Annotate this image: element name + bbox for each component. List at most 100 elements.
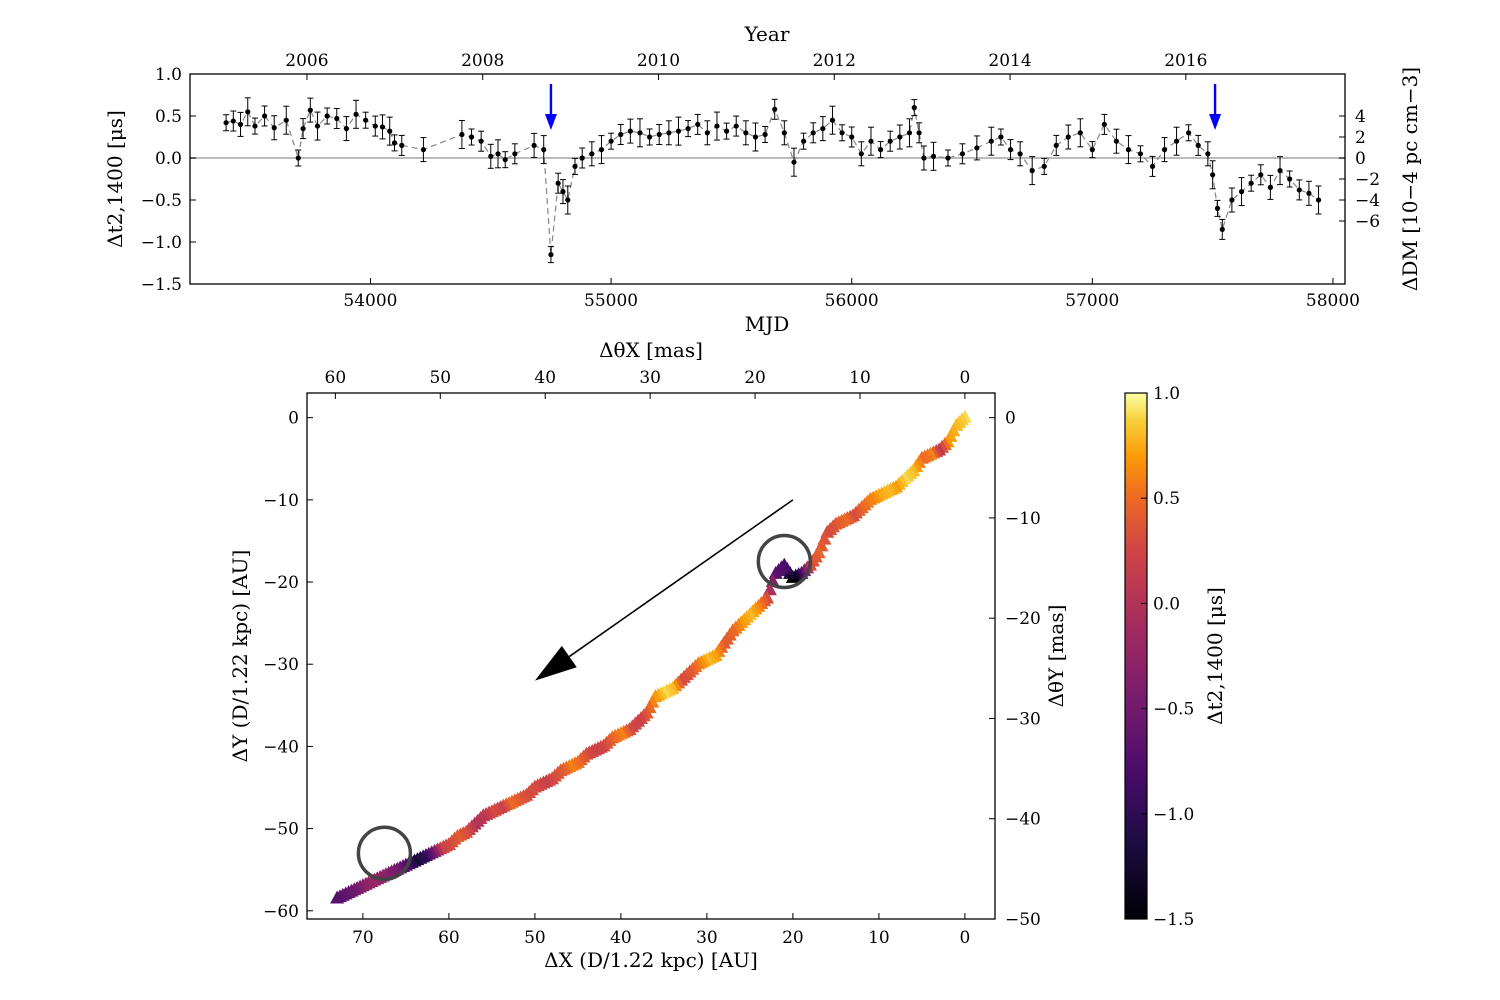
data-point: [916, 130, 922, 136]
highlight-circle: [756, 533, 813, 590]
data-point: [752, 134, 759, 140]
data-point: [637, 130, 643, 136]
data-point: [1267, 184, 1274, 190]
data-point: [230, 118, 236, 124]
data-point: [733, 123, 739, 129]
timing-connector: [225, 107, 1319, 255]
data-point: [762, 131, 768, 138]
data-point: [1195, 142, 1201, 148]
mas-y-tick-label: −30: [1005, 709, 1041, 729]
data-point: [589, 151, 595, 157]
data-point: [399, 142, 405, 148]
data-point: [1185, 130, 1192, 136]
mas-x-tick-label: 50: [429, 368, 451, 388]
x-tick-label: 10: [868, 928, 890, 948]
data-point: [1214, 205, 1221, 211]
data-point: [1149, 163, 1156, 169]
track-top-axis-label: ΔθX [mas]: [599, 338, 703, 362]
colorbar-ticks: 1.0 0.5 0.0 −0.5 −1.0 −1.5: [1141, 384, 1194, 930]
mas-y-tick-label: −50: [1005, 910, 1041, 930]
colorbar-tick-label: 0.0: [1153, 594, 1180, 614]
data-point: [1173, 138, 1180, 144]
data-point: [1065, 134, 1071, 140]
track-panel: 70 60 50 40 30 20 10 0 0 −10 −20 −30 −40 −50 −60 60 50 40…: [228, 338, 1068, 972]
data-point: [685, 126, 691, 132]
mas-x-tick-label: 0: [959, 368, 970, 388]
track-xlabel: ΔX (D/1.22 kpc) [AU]: [544, 948, 758, 972]
track-axes-ticks: 70 60 50 40 30 20 10 0 0 −10 −20 −30 −40 −50 −60 60 50 40…: [263, 368, 1041, 948]
year-tick-label: 2014: [988, 51, 1031, 71]
data-point: [1125, 147, 1132, 153]
timing-ylabel: Δt2,1400 [μs]: [103, 110, 127, 248]
data-point: [1053, 142, 1059, 148]
data-point: [1277, 168, 1283, 174]
data-point: [930, 153, 937, 159]
data-point: [572, 163, 578, 169]
timing-axes-ticks: 54000 55000 56000 57000 58000 −1.5 −1.0 −0.5 0.0…: [141, 51, 1380, 311]
data-point: [1137, 151, 1144, 157]
data-point: [974, 145, 980, 151]
data-point: [675, 128, 682, 134]
timing-xlabel: MJD: [745, 312, 790, 336]
colorbar-label: Δt2,1400 [μs]: [1203, 587, 1227, 725]
data-point: [598, 147, 605, 153]
x-tick-label: 55000: [584, 291, 638, 311]
x-tick-label: 60: [438, 928, 460, 948]
mas-x-tick-label: 60: [325, 368, 347, 388]
y-tick-label: −50: [263, 820, 299, 840]
data-point: [1287, 176, 1293, 182]
data-point: [666, 130, 672, 136]
data-point: [781, 130, 787, 136]
direction-arrow-shaft: [568, 499, 794, 658]
data-point: [548, 252, 554, 258]
data-point: [271, 125, 277, 131]
track-ylabel: ΔY (D/1.22 kpc) [AU]: [228, 550, 252, 763]
data-point: [1296, 187, 1302, 193]
data-point: [478, 138, 484, 144]
y-tick-label: −10: [263, 491, 299, 511]
data-point: [877, 147, 884, 153]
x-tick-label: 70: [352, 928, 374, 948]
track-plot-frame: [306, 392, 996, 920]
mas-y-tick-label: −40: [1005, 810, 1041, 830]
year-tick-label: 2006: [285, 51, 328, 71]
data-point: [1238, 189, 1245, 195]
data-point: [921, 155, 927, 161]
data-point: [459, 131, 465, 138]
event-arrows: [544, 84, 1222, 130]
data-point: [252, 123, 258, 129]
timing-panel: 54000 55000 56000 57000 58000 −1.5 −1.0 −0.5 0.0…: [103, 22, 1422, 336]
y-tick-label: −1.5: [141, 275, 182, 295]
data-point: [849, 134, 855, 140]
year-tick-label: 2012: [813, 51, 856, 71]
y-tick-label: 0.0: [155, 149, 182, 169]
data-point: [314, 123, 321, 129]
data-point: [810, 130, 816, 136]
x-tick-label: 54000: [343, 291, 397, 311]
y-tick-label: −40: [263, 737, 299, 757]
y-tick-label: −30: [263, 655, 299, 675]
colorbar-tick-label: −1.0: [1153, 805, 1194, 825]
data-point: [772, 106, 778, 112]
data-point: [502, 157, 508, 163]
data-point: [334, 115, 340, 122]
x-tick-label: 50: [524, 928, 546, 948]
data-point: [579, 155, 585, 161]
data-point: [531, 142, 537, 148]
data-point: [959, 151, 966, 157]
data-point: [245, 109, 251, 115]
data-point: [324, 113, 330, 119]
data-point: [714, 123, 720, 129]
y-tick-label: 0.5: [155, 107, 182, 127]
data-point: [887, 138, 893, 144]
data-point: [488, 153, 494, 159]
data-point: [1101, 121, 1107, 127]
data-point: [295, 155, 301, 161]
data-point: [743, 130, 749, 136]
data-point: [998, 134, 1004, 140]
data-point: [387, 128, 393, 134]
data-point: [353, 111, 359, 117]
data-point: [307, 107, 313, 113]
data-point: [391, 140, 398, 146]
data-point: [858, 151, 864, 157]
